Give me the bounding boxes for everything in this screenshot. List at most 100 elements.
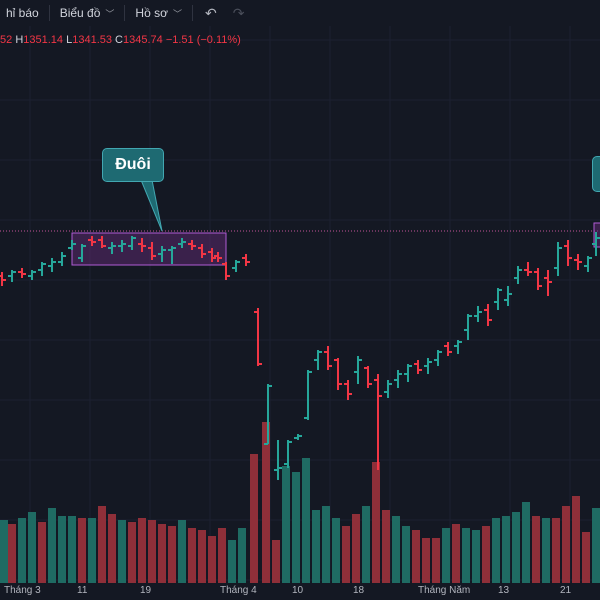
indicators-menu[interactable]: hỉ báo [0,0,45,26]
ohlc-bar [324,346,332,370]
callout-label-partial[interactable] [592,156,600,192]
ohlc-bar [384,380,392,398]
volume-bar [18,518,26,583]
ohlc-bar [232,260,240,272]
volume-bar [592,508,600,583]
volume-bar [392,516,400,583]
volume-bar [352,514,360,583]
volume-bar [128,522,136,583]
redo-icon[interactable]: ↷ [232,4,245,21]
volume-bar [482,526,490,583]
high-label: H [15,34,24,46]
volume-bar [158,524,166,583]
ohlc-bar [208,248,216,262]
toolbar-divider [191,5,193,21]
ohlc-bar [18,268,26,278]
volume-bar [198,530,206,583]
volume-bar [58,516,66,583]
ohlc-bar [434,350,442,366]
volume-bar [442,528,450,583]
x-tick-label: Tháng Năm [418,585,471,596]
undo-icon[interactable]: ↶ [204,4,217,21]
ohlc-bar [294,434,302,440]
indicators-label: hỉ báo [6,6,39,20]
change-value: −1.51 (−0.11%) [165,34,241,46]
ohlc-bar [444,342,452,356]
volume-bar [322,506,330,583]
volume-bar [118,520,126,583]
volume-bar [88,518,96,583]
volume-bar [68,516,76,583]
volume-bar [148,520,156,583]
callout-text: Đuôi [115,156,151,173]
ohlc-bar [544,270,552,296]
tail-callout-label[interactable]: Đuôi [102,148,164,182]
ohlc-bar [284,440,292,468]
volume-bar [562,506,570,583]
ohlc-bar [414,360,422,374]
volume-bar [208,536,216,583]
ohlc-bar [128,236,136,250]
profile-label: Hồ sơ [135,6,168,20]
ohlc-bar [274,440,282,480]
time-axis: Tháng 3 11 19 Tháng 4 10 18 Tháng Năm 13… [0,583,600,600]
volume-bar [28,512,36,583]
ohlc-bar [574,254,582,270]
x-tick-label: Tháng 4 [220,585,257,596]
chart-grid [0,26,600,583]
close-label: C [115,34,123,46]
ohlc-bar [68,240,76,250]
close-value: 1345.74 [123,34,163,46]
volume-bar [452,524,460,583]
volume-bar [572,496,580,583]
volume-bar [302,458,310,583]
ohlc-bar [424,358,432,374]
ohlc-bar [108,242,116,254]
ohlc-bar [504,286,512,306]
low-label: L [66,34,73,46]
volume-bar [362,506,370,583]
volume-bar [332,518,340,583]
ohlc-bar [148,242,156,260]
volume-bar [188,528,196,583]
volume-bar [462,528,470,583]
ohlc-bar [474,306,482,322]
volume-bar [522,502,530,583]
x-tick-label: Tháng 3 [4,585,41,596]
ohlc-bar [0,272,6,286]
ohlc-bar [198,244,206,258]
volume-bar [138,518,146,583]
x-tick-label: 18 [353,585,365,596]
ohlc-bar [38,262,46,276]
ohlc-bar [48,258,56,272]
ohlc-bar [188,240,196,250]
profile-menu[interactable]: Hồ sơ ﹀ [129,0,188,26]
volume-bar [312,510,320,583]
volume-bar [292,472,300,583]
x-tick-label: 21 [560,585,572,596]
volume-bar [492,518,500,583]
chart-menu[interactable]: Biểu đồ ﹀ [54,0,121,26]
ohlc-bar [464,314,472,340]
volume-bar [502,516,510,583]
ohlc-bar [58,252,66,266]
volume-bar [412,530,420,583]
ohlc-bars [0,232,600,480]
ohlc-bar [454,340,462,354]
ohlc-bar [314,350,322,370]
open-value: 52 [0,34,13,46]
volume-bar [238,528,246,583]
ohlc-bar [178,238,186,248]
ohlc-bar [88,236,96,246]
volume-bar [552,518,560,583]
volume-bar [178,520,186,583]
volume-bar [78,518,86,583]
toolbar-divider [124,5,126,21]
volume-bar [218,528,226,583]
ohlc-bar [554,242,562,276]
ohlc-bar [28,270,36,280]
ohlc-bar [494,288,502,310]
ohlc-bar [214,252,222,262]
chevron-down-icon: ﹀ [105,8,115,19]
